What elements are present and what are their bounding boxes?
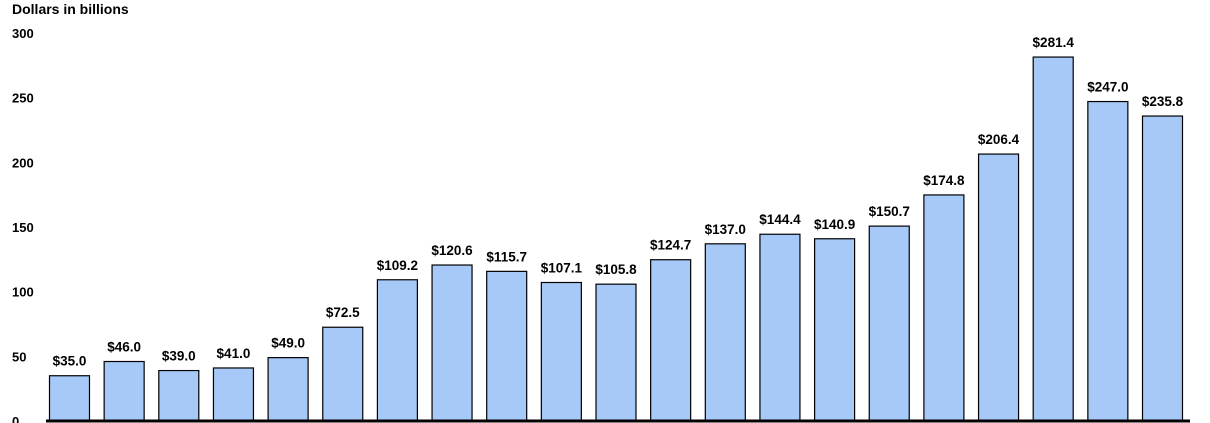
bar [650,259,692,422]
bar-value-label: $140.9 [814,217,855,232]
bar-value-label: $137.0 [705,222,746,237]
bar [813,238,856,422]
bar [540,281,582,422]
y-tick-label: 300 [12,26,34,41]
bar-value-label: $49.0 [271,336,305,351]
bar [1087,100,1129,422]
y-tick-label: 250 [12,91,34,106]
y-tick-label: 200 [12,155,34,170]
bar-value-label: $281.4 [1033,35,1075,50]
y-tick-label: 150 [12,220,34,235]
bar [1141,115,1184,422]
y-tick-label: 100 [12,285,34,300]
bar-value-label: $150.7 [869,204,910,219]
bar-value-label: $35.0 [53,354,87,369]
bars-group [48,56,1184,422]
bar-value-label: $206.4 [978,132,1020,147]
bar-value-label: $72.5 [326,305,360,320]
bar [1032,56,1074,422]
bar-value-label: $124.7 [650,238,691,253]
bar [158,369,200,422]
bar [376,279,418,422]
bar [923,194,965,422]
y-axis-title: Dollars in billions [12,1,129,17]
bar-value-label: $46.0 [107,340,141,355]
bar [48,375,91,422]
bar [431,264,473,422]
bar-value-label: $120.6 [431,243,473,258]
data-labels-group: $35.0 $46.0 $39.0 $41.0 $49.0 $72.5 $109.2 $120… [53,35,1184,369]
bar [977,153,1020,422]
bar-value-label: $105.8 [595,262,637,277]
bar [212,367,255,422]
bar [103,360,145,422]
bar [759,233,801,422]
bar-value-label: $109.2 [377,258,418,273]
y-tick-label: 50 [12,349,26,364]
bar [595,283,637,422]
bar-value-label: $235.8 [1142,94,1184,109]
bar-value-label: $144.4 [759,212,801,227]
bar-value-label: $41.0 [217,346,251,361]
bar-value-label: $39.0 [162,349,196,364]
bar [868,225,910,422]
bar-value-label: $174.8 [923,173,965,188]
bar-value-label: $247.0 [1087,80,1128,95]
bar-value-label: $107.1 [541,260,583,275]
bar [486,270,528,422]
y-axis-ticks: 0 50 100 150 200 250 300 [12,26,34,423]
bar [322,326,364,422]
bar [704,243,746,422]
bar-value-label: $115.7 [486,249,527,264]
y-tick-label: 0 [12,414,19,423]
bar [267,357,309,422]
